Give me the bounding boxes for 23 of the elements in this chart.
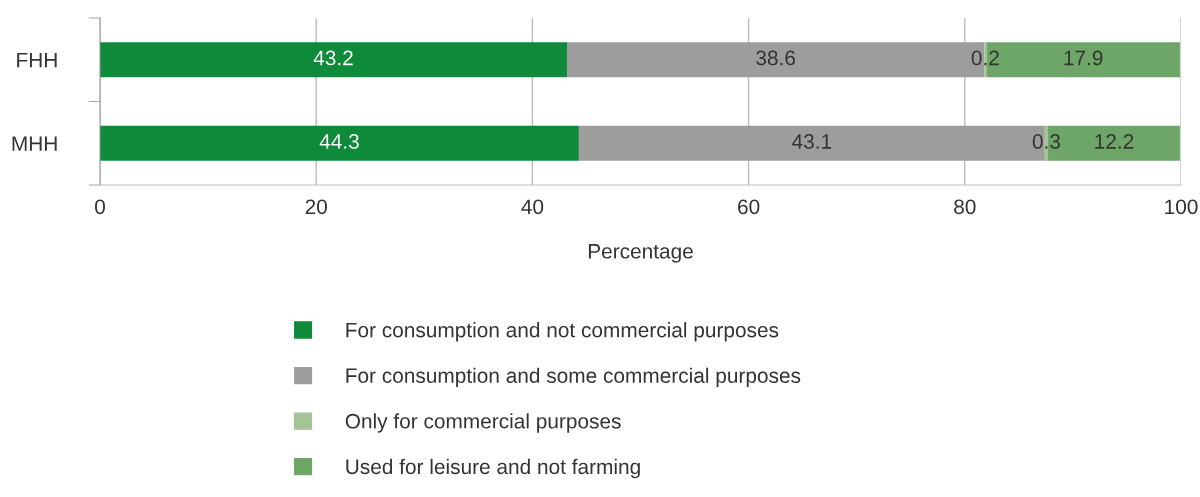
legend-label: Only for commercial purposes — [345, 413, 621, 433]
bar — [100, 42, 567, 78]
x-axis-title: Percentage — [588, 244, 693, 263]
x-tick-label: 40 — [521, 199, 544, 215]
legend-label: For consumption and some commercial purposes — [346, 367, 801, 388]
data-label: 17.9 — [1064, 50, 1103, 66]
data-label: 38.6 — [756, 50, 795, 66]
legend-label: For consumption and not commercial purposes — [346, 322, 779, 342]
data-label: 43.1 — [792, 134, 832, 149]
legend-label: Used for leisure and not farming — [346, 458, 640, 479]
x-tick-label: 80 — [954, 199, 976, 215]
data-label: 0.3 — [1032, 134, 1060, 149]
x-tick-label: 20 — [305, 199, 327, 215]
data-label: 12.2 — [1095, 134, 1134, 149]
y-tick-label: FHH — [17, 52, 57, 68]
x-tick-label: 60 — [738, 199, 760, 215]
data-label: 44.3 — [319, 134, 359, 149]
y-tick-label: MHH — [12, 136, 57, 151]
x-tick-label: 0 — [95, 199, 105, 215]
data-label: 0.2 — [971, 50, 999, 66]
bar — [100, 125, 579, 161]
x-tick-label: 100 — [1165, 199, 1198, 215]
data-label: 43.2 — [313, 50, 353, 66]
